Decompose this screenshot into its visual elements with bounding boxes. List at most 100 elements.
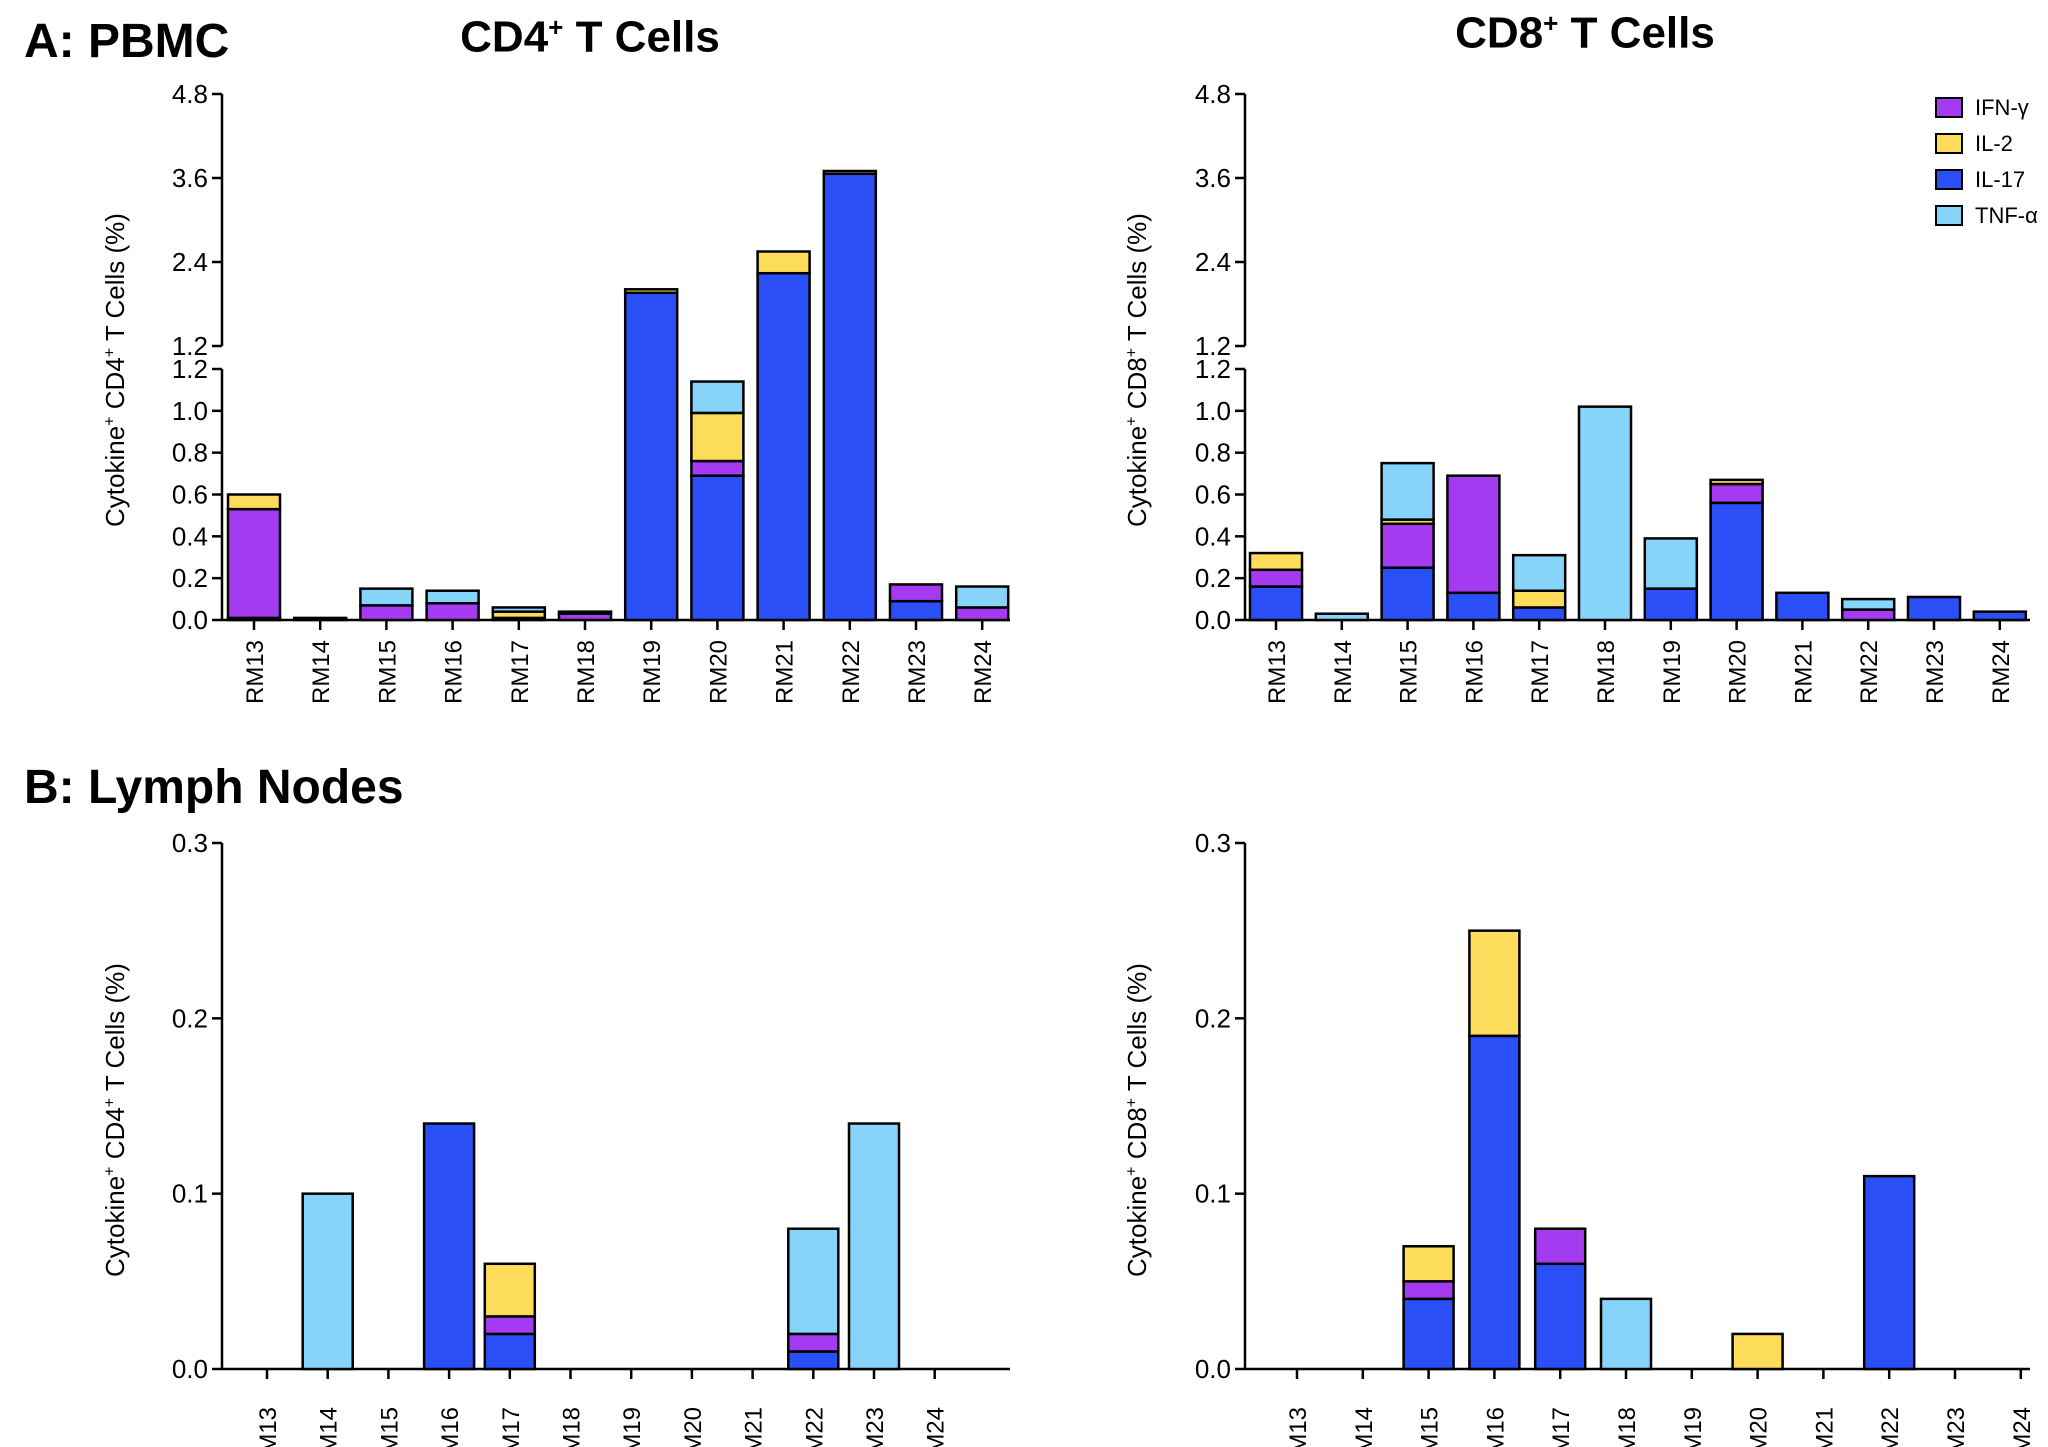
y-tick-label: 0.3 <box>1195 828 1231 858</box>
x-tick-label: RM24 <box>970 640 997 704</box>
x-tick-label: RM17 <box>507 640 534 704</box>
bar-rm21-il17 <box>756 271 811 622</box>
x-tick-label: RM24 <box>923 1407 950 1447</box>
y-tick-label: 1.0 <box>172 396 208 426</box>
x-tick-label: RM24 <box>1988 640 2015 704</box>
bar-rm16-il17 <box>422 1122 476 1371</box>
x-tick-label: RM15 <box>1417 1407 1444 1447</box>
x-tick-label: RM18 <box>1614 1407 1641 1447</box>
x-tick-label: RM14 <box>316 1407 343 1447</box>
bar-rm13-il2 <box>226 493 282 511</box>
bar-rm22-tnf <box>787 1227 840 1336</box>
cd4-title-sup: + <box>548 12 564 42</box>
bar-rm17-tnf <box>1511 553 1567 592</box>
y-tick-label: 1.2 <box>1195 331 1231 361</box>
legend-label: IFN-γ <box>1975 95 2029 120</box>
y-tick-label: 0.4 <box>1195 521 1231 551</box>
x-tick-label: RM21 <box>1811 1407 1838 1447</box>
bar-rm21-il17 <box>1775 591 1830 622</box>
bar-rm23-ifn <box>888 583 944 603</box>
x-tick-label: RM21 <box>1790 640 1817 704</box>
x-tick-label: RM21 <box>741 1407 768 1447</box>
x-tick-label: RM22 <box>801 1407 828 1447</box>
bar-rm22-ifn <box>787 1332 840 1353</box>
y-tick-label: 4.8 <box>1195 79 1231 109</box>
legend-swatch <box>1935 169 1963 190</box>
bar-rm16-ifn <box>1446 474 1501 595</box>
bar-rm14-il17 <box>292 616 348 622</box>
y-tick-label: 0.0 <box>1195 605 1231 635</box>
y-tick-label: 0.8 <box>1195 438 1231 468</box>
bar-rm18-tnf <box>1577 405 1633 622</box>
bar-rm17-ifn <box>1533 1227 1587 1266</box>
y-tick-label: 0.0 <box>1195 1354 1231 1384</box>
x-tick-label: RM22 <box>1856 640 1883 704</box>
bar-rm15-ifn <box>359 604 414 622</box>
x-tick-label: RM18 <box>1593 640 1620 704</box>
bar-rm23-il17 <box>888 599 944 622</box>
x-tick-label: RM24 <box>2009 1407 2036 1447</box>
bar-rm13-ifn <box>1248 568 1304 588</box>
bar-rm16-il17 <box>1468 1034 1521 1371</box>
x-tick-label: RM17 <box>1527 640 1554 704</box>
x-tick-label: RM16 <box>441 640 468 704</box>
y-tick-label: 2.4 <box>172 247 208 277</box>
bar-rm20-il17 <box>1709 501 1764 622</box>
x-tick-label: RM20 <box>1725 640 1752 704</box>
x-tick-label: RM19 <box>619 1407 646 1447</box>
bar-rm15-ifn <box>1380 522 1435 569</box>
x-tick-label: RM23 <box>1943 1407 1970 1447</box>
x-tick-label: RM18 <box>559 1407 586 1447</box>
bar-rm17-il2 <box>1511 589 1567 609</box>
chart-pbmc_cd4: 0.0 0.2 0.4 0.6 0.8 1.0 1.21.2 2.4 3.6 4.8 RM13 RM1… <box>172 79 1010 704</box>
x-tick-label: RM15 <box>374 640 401 704</box>
bar-rm19-il2 <box>623 288 679 295</box>
bar-rm24-tnf <box>954 585 1010 609</box>
bar-rm20-ifn <box>690 459 745 477</box>
bar-rm13-il17 <box>1248 585 1304 622</box>
bar-rm22-il17 <box>787 1350 840 1371</box>
bar-rm20-ifn <box>1709 482 1764 505</box>
bar-rm17-ifn <box>483 1315 537 1336</box>
bar-rm22-il17 <box>1862 1174 1916 1371</box>
x-tick-label: RM16 <box>1461 640 1488 704</box>
x-tick-label: RM20 <box>680 1407 707 1447</box>
y-tick-label: 2.4 <box>1195 247 1231 277</box>
legend-swatch <box>1935 133 1963 154</box>
y-tick-label: 0.2 <box>172 563 208 593</box>
x-tick-label: RM22 <box>1877 1407 1904 1447</box>
x-tick-label: RM19 <box>1659 640 1686 704</box>
y-tick-label: 0.6 <box>1195 480 1231 510</box>
bar-rm17-il17 <box>1511 606 1567 622</box>
y-tick-label: 0.0 <box>172 1354 208 1384</box>
panel-b-label: B: Lymph Nodes <box>24 761 404 814</box>
chart-ln_cd8: 0.0 0.1 0.2 0.3 RM13 RM14 RM15 RM16 RM17 RM18 RM19… <box>1195 828 2036 1447</box>
panel-a-label: A: PBMC <box>24 15 230 68</box>
bar-rm23-il17 <box>1906 595 1962 622</box>
chart-ln_cd4: 0.0 0.1 0.2 0.3 RM13 RM14 RM15 RM16 RM17 RM18 RM19… <box>172 828 1010 1447</box>
x-tick-label: RM15 <box>1396 640 1423 704</box>
x-tick-label: RM23 <box>1922 640 1949 704</box>
x-tick-label: RM21 <box>772 640 799 704</box>
bar-rm19-il17 <box>623 291 679 622</box>
bar-rm16-il2 <box>1468 929 1521 1038</box>
bar-rm20-il2 <box>690 411 745 463</box>
y-tick-label: 0.8 <box>172 438 208 468</box>
bar-rm15-il17 <box>1380 566 1435 622</box>
cd8-chart-title: CD8+ T Cells <box>1305 10 1865 56</box>
bar-rm17-il2 <box>483 1262 537 1318</box>
x-tick-label: RM16 <box>1482 1407 1509 1447</box>
cd8-title-sup: + <box>1543 8 1559 38</box>
bar-rm17-il17 <box>483 1332 537 1371</box>
bar-rm24-ifn <box>954 606 1010 622</box>
y-tick-label: 0.3 <box>172 828 208 858</box>
x-tick-label: RM20 <box>1746 1407 1773 1447</box>
bar-rm13-il2 <box>1248 551 1304 572</box>
bar-rm14-tnf <box>301 1192 354 1371</box>
x-tick-label: RM19 <box>1680 1407 1707 1447</box>
x-tick-label: RM13 <box>242 640 269 704</box>
bar-rm22-il17 <box>822 172 878 622</box>
bar-rm15-tnf <box>1380 461 1435 521</box>
bar-rm19-il17 <box>1643 587 1699 622</box>
